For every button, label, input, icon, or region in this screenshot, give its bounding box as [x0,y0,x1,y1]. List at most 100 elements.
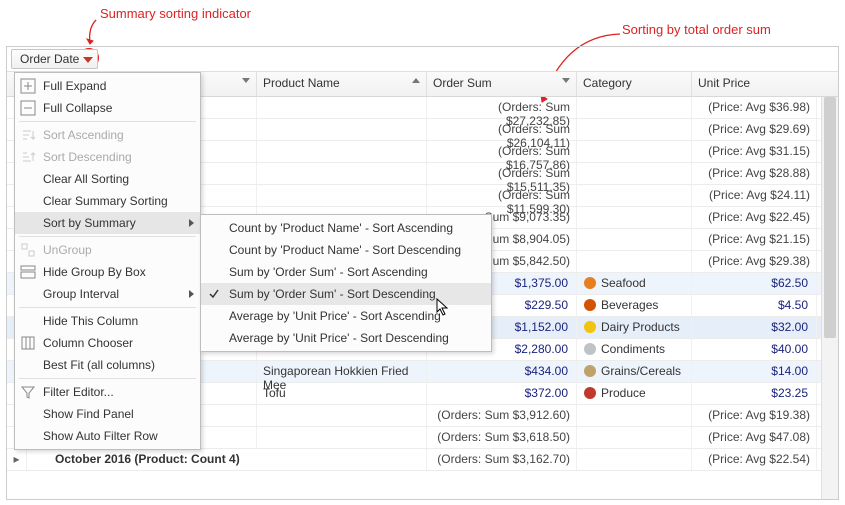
cell-unitprice: $4.50 [692,295,817,316]
menu-label: Average by 'Unit Price' - Sort Ascending [229,309,441,323]
group-sum: (Orders: Sum $26,104.11) [427,119,577,140]
menu-label: Clear Summary Sorting [43,194,168,208]
group-panel: Order Date [7,47,838,72]
cell [577,141,692,162]
group-price: (Price: Avg $47.08) [692,427,817,448]
group-price: (Price: Avg $24.11) [692,185,817,206]
menu-sort-descending[interactable]: Sort Descending [15,146,200,168]
menu-label: Sum by 'Order Sum' - Sort Descending [229,287,436,301]
column-product-name[interactable]: Product Name [257,72,427,96]
cell [577,251,692,272]
sort-asc-icon [20,127,36,143]
group-price: (Price: Avg $29.69) [692,119,817,140]
menu-label: Show Find Panel [43,407,134,421]
menu-label: UnGroup [43,243,92,257]
menu-hide-groupbox[interactable]: Hide Group By Box [15,261,200,283]
menu-label: Group Interval [43,287,119,301]
menu-show-find-panel[interactable]: Show Find Panel [15,403,200,425]
submenu-count-desc[interactable]: Count by 'Product Name' - Sort Descendin… [201,239,491,261]
category-icon [583,342,597,356]
menu-group-interval[interactable]: Group Interval [15,283,200,305]
cell-category: Grains/Cereals [577,361,692,382]
group-sum: (Orders: Sum $16,757.86) [427,141,577,162]
menu-label: Hide This Column [43,314,138,328]
menu-bestfit[interactable]: Best Fit (all columns) [15,354,200,376]
cell [577,207,692,228]
context-menu: Full Expand Full Collapse Sort Ascending… [14,72,201,450]
group-by-box[interactable]: Order Date [11,49,98,69]
column-header-label: Unit Price [698,76,750,90]
cell-product: Tofu [257,383,427,404]
menu-label: Sort Ascending [43,128,124,142]
expand-toggle[interactable]: ▸ [7,449,27,470]
menu-clear-sorting[interactable]: Clear All Sorting [15,168,200,190]
menu-filter-editor[interactable]: Filter Editor... [15,381,200,403]
category-icon [583,364,597,378]
menu-label: Full Collapse [43,101,112,115]
menu-label: Full Expand [43,79,106,93]
group-label: October 2016 (Product: Count 4) [27,449,427,470]
menu-hide-column[interactable]: Hide This Column [15,310,200,332]
menu-separator [19,307,196,308]
hide-groupbox-icon [20,264,36,280]
submenu-count-asc[interactable]: Count by 'Product Name' - Sort Ascending [201,217,491,239]
menu-sort-by-summary[interactable]: Sort by Summary [15,212,200,234]
menu-show-autofilter[interactable]: Show Auto Filter Row [15,425,200,447]
scroll-thumb[interactable] [824,97,836,338]
group-row[interactable]: ▸ October 2016 (Product: Count 4) (Order… [7,449,838,471]
column-header-label: Order Sum [433,76,492,90]
sort-glyph-down-icon [242,78,250,83]
menu-separator [19,378,196,379]
menu-column-chooser[interactable]: Column Chooser [15,332,200,354]
group-sum: (Orders: Sum $3,618.50) [427,427,577,448]
menu-label: Show Auto Filter Row [43,429,158,443]
cell [577,163,692,184]
group-sum: (Orders: Sum $27,232.85) [427,97,577,118]
group-price: (Price: Avg $28.88) [692,163,817,184]
collapse-icon [20,100,36,116]
ungroup-icon [20,242,36,258]
category-icon [583,320,597,334]
submenu-avg-desc[interactable]: Average by 'Unit Price' - Sort Descendin… [201,327,491,349]
column-category[interactable]: Category [577,72,692,96]
annotation-sort-total: Sorting by total order sum [622,22,771,37]
menu-clear-summary-sorting[interactable]: Clear Summary Sorting [15,190,200,212]
menu-full-collapse[interactable]: Full Collapse [15,97,200,119]
menu-ungroup[interactable]: UnGroup [15,239,200,261]
group-price: (Price: Avg $31.15) [692,141,817,162]
menu-label: Count by 'Product Name' - Sort Ascending [229,221,453,235]
sort-glyph-down-icon [562,78,570,83]
column-unit-price[interactable]: Unit Price [692,72,817,96]
cell [257,141,427,162]
category-icon [583,298,597,312]
mouse-cursor-icon [436,298,450,318]
sort-desc-icon [20,149,36,165]
vertical-scrollbar[interactable] [821,97,838,499]
group-cat [577,449,692,470]
cell [257,427,427,448]
cell [577,427,692,448]
cell-category: Beverages [577,295,692,316]
menu-full-expand[interactable]: Full Expand [15,75,200,97]
group-sum: (Orders: Sum $11,599.30) [427,185,577,206]
check-icon [209,288,219,298]
cell-product: Singaporean Hokkien Fried Mee [257,361,427,382]
column-chooser-icon [20,335,36,351]
group-price: (Price: Avg $36.98) [692,97,817,118]
group-sum: (Orders: Sum $3,912.60) [427,405,577,426]
cell [257,405,427,426]
cell-ordersum: $434.00 [427,361,577,382]
submenu-sum-asc[interactable]: Sum by 'Order Sum' - Sort Ascending [201,261,491,283]
column-order-sum[interactable]: Order Sum [427,72,577,96]
cell [257,97,427,118]
menu-separator [19,236,196,237]
group-price: (Price: Avg $22.54) [692,449,817,470]
cell-category: Dairy Products [577,317,692,338]
column-header-label: Category [583,76,632,90]
menu-sort-ascending[interactable]: Sort Ascending [15,124,200,146]
menu-label: Count by 'Product Name' - Sort Descendin… [229,243,461,257]
menu-label: Filter Editor... [43,385,114,399]
submenu-arrow-icon [189,290,194,298]
submenu-arrow-icon [189,219,194,227]
cell [577,97,692,118]
